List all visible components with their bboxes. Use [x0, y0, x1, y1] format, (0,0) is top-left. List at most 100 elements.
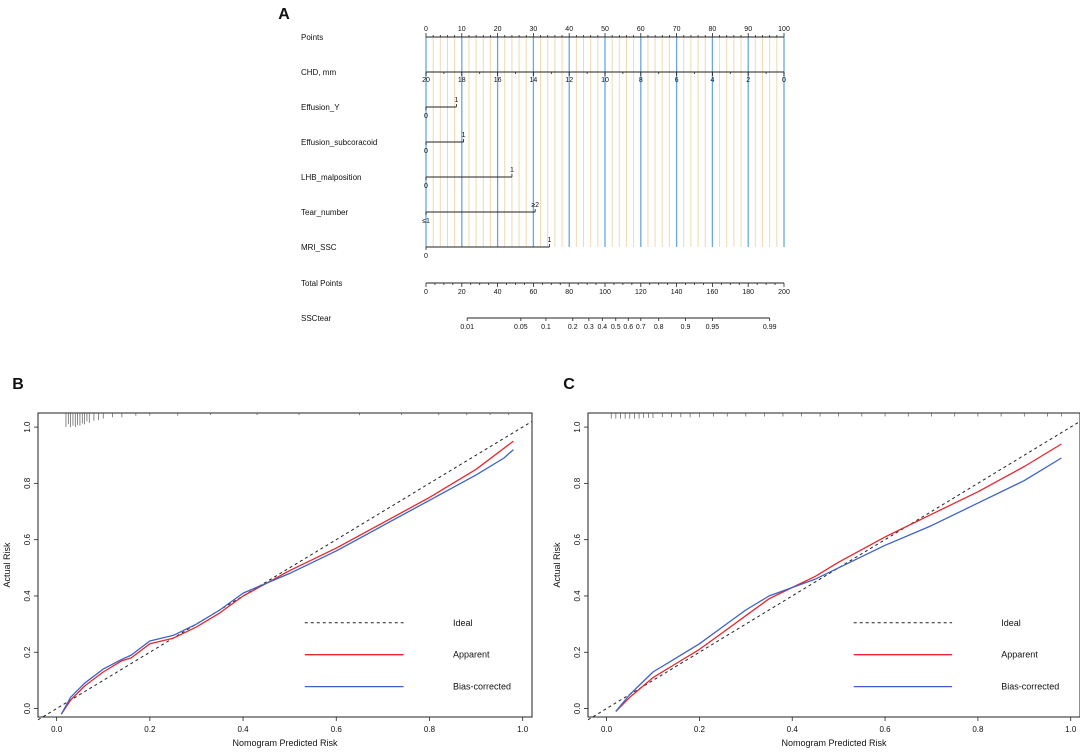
plot-frame: [587, 412, 1080, 718]
chd-tick-label: 4: [710, 77, 714, 84]
y-tick-label: 0.6: [573, 534, 582, 546]
legend-label: Bias-corrected: [1001, 682, 1059, 692]
x-tick-label: 0.2: [694, 725, 706, 734]
probability-tick-label: 0.4: [597, 324, 607, 331]
variable-high-label: 1: [454, 97, 458, 104]
nomogram-row-label: Tear_number: [301, 208, 348, 217]
legend-label: Ideal: [1001, 618, 1021, 628]
total-points-tick-label: 40: [494, 289, 502, 296]
points-tick-label: 50: [601, 26, 609, 33]
nomogram-row-label: CHD, mm: [301, 68, 336, 77]
apparent-curve: [60, 440, 514, 715]
chd-tick-label: 8: [639, 77, 643, 84]
nomogram-row-label: Effusion_subcoracoid: [301, 138, 377, 147]
bias-corrected-curve: [60, 449, 514, 715]
chd-tick-label: 16: [494, 77, 502, 84]
x-tick-label: 1.0: [517, 725, 529, 734]
points-tick-label: 70: [673, 26, 681, 33]
points-tick-label: 20: [494, 26, 502, 33]
chd-tick-label: 0: [782, 77, 786, 84]
y-tick-label: 0.6: [23, 534, 32, 546]
x-tick-label: 0.0: [51, 725, 63, 734]
x-tick-label: 0.0: [601, 725, 613, 734]
variable-low-label: 0: [424, 183, 428, 190]
total-points-tick-label: 20: [458, 289, 466, 296]
bias-corrected-curve: [615, 457, 1062, 712]
x-axis-label: Nomogram Predicted Risk: [232, 738, 338, 748]
probability-tick-label: 0.01: [460, 324, 474, 331]
nomogram-row-label: LHB_malposition: [301, 173, 361, 182]
points-tick-label: 10: [458, 26, 466, 33]
chd-tick-label: 18: [458, 77, 466, 84]
panel-label-a: A: [278, 6, 290, 23]
variable-high-label: ≥2: [531, 202, 539, 209]
probability-tick-label: 0.1: [541, 324, 551, 331]
calibration-plot-c: 0.0 0.2 0.4 0.6 0.8 1.0 0.0 0.2 0.4 0.6 0.8 1.0 Nomo…: [552, 412, 1080, 748]
plot-frame: [37, 412, 533, 718]
nomogram-row-label: Effusion_Y: [301, 103, 340, 112]
total-points-tick-label: 60: [530, 289, 538, 296]
probability-tick-label: 0.9: [681, 324, 691, 331]
probability-tick-label: 0.3: [584, 324, 594, 331]
panel-label-c: C: [563, 376, 575, 393]
total-points-tick-label: 120: [635, 289, 647, 296]
total-points-tick-label: 100: [599, 289, 611, 296]
points-tick-label: 80: [709, 26, 717, 33]
points-tick-label: 100: [778, 26, 790, 33]
legend-label: Apparent: [453, 650, 490, 660]
nomogram-row-label: Total Points: [301, 279, 342, 288]
legend-label: Apparent: [1001, 650, 1038, 660]
total-points-tick-label: 180: [742, 289, 754, 296]
chd-tick-label: 12: [565, 77, 573, 84]
chd-tick-label: 20: [422, 77, 430, 84]
x-tick-label: 0.6: [879, 725, 891, 734]
y-tick-label: 0.8: [23, 477, 32, 489]
y-tick-label: 0.2: [23, 646, 32, 658]
nomogram-row-label: MRI_SSC: [301, 243, 337, 252]
y-tick-label: 1.0: [573, 421, 582, 433]
x-tick-label: 1.0: [1065, 725, 1077, 734]
nomogram-row-label: Points: [301, 33, 323, 42]
total-points-tick-label: 200: [778, 289, 790, 296]
variable-low-label: 0: [424, 113, 428, 120]
probability-tick-label: 0.2: [568, 324, 578, 331]
probability-tick-label: 0.6: [623, 324, 633, 331]
y-axis-label: Actual Risk: [2, 542, 12, 588]
total-points-tick-label: 0: [424, 289, 428, 296]
points-tick-label: 0: [424, 26, 428, 33]
probability-tick-label: 0.5: [611, 324, 621, 331]
x-tick-label: 0.2: [144, 725, 156, 734]
nomogram-panel: Points CHD, mm Effusion_Y Effusion_subcorac…: [301, 26, 790, 331]
probability-tick-label: 0.99: [763, 324, 777, 331]
variable-low-label: 0: [424, 148, 428, 155]
y-tick-label: 1.0: [23, 421, 32, 433]
points-tick-label: 40: [565, 26, 573, 33]
panel-label-b: B: [12, 376, 24, 393]
apparent-curve: [615, 443, 1062, 712]
x-tick-label: 0.8: [424, 725, 436, 734]
y-tick-label: 0.4: [573, 590, 582, 602]
points-tick-label: 60: [637, 26, 645, 33]
x-tick-label: 0.4: [787, 725, 799, 734]
variable-high-label: 1: [462, 132, 466, 139]
total-points-tick-label: 160: [707, 289, 719, 296]
y-tick-label: 0.4: [23, 590, 32, 602]
probability-tick-label: 0.8: [654, 324, 664, 331]
total-points-tick-label: 140: [671, 289, 683, 296]
chd-tick-label: 10: [601, 77, 609, 84]
legend-label: Bias-corrected: [453, 682, 511, 692]
chd-tick-label: 2: [746, 77, 750, 84]
probability-tick-label: 0.95: [706, 324, 720, 331]
y-tick-label: 0.8: [573, 477, 582, 489]
probability-tick-label: 0.05: [514, 324, 528, 331]
x-tick-label: 0.8: [972, 725, 984, 734]
variable-high-label: 1: [548, 237, 552, 244]
nomogram-row-label: SSCtear: [301, 314, 332, 323]
total-points-tick-label: 80: [565, 289, 573, 296]
y-tick-label: 0.2: [573, 646, 582, 658]
chd-tick-label: 6: [675, 77, 679, 84]
legend-label: Ideal: [453, 618, 473, 628]
points-tick-label: 30: [530, 26, 538, 33]
ideal-line: [37, 420, 533, 721]
